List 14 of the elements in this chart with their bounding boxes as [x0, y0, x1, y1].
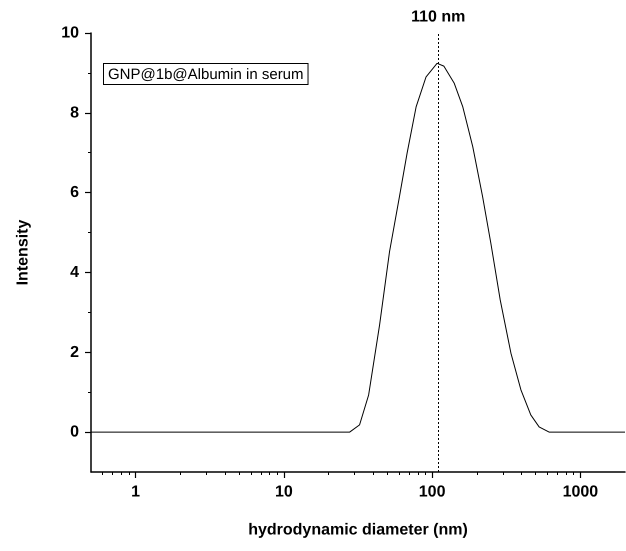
- x-tick-label: 100: [418, 484, 446, 500]
- x-tick-label: 10: [274, 484, 293, 500]
- y-tick-label: 6: [70, 184, 80, 202]
- y-tick-label: 4: [70, 264, 80, 281]
- y-tick-label: 0: [70, 424, 80, 441]
- y-tick-label: 2: [70, 344, 80, 361]
- y-axis-title: Intensity: [14, 220, 32, 286]
- y-tick-label: 8: [70, 104, 80, 122]
- annotation: GNP@1b@Albumin in serum: [108, 66, 304, 83]
- x-axis-title: hydrodynamic diameter (nm): [248, 522, 468, 538]
- y-tick-label: 10: [61, 24, 80, 42]
- x-tick-label: 1000: [562, 484, 598, 500]
- x-tick-label: 1: [131, 484, 140, 500]
- ref-line-label: 110 nm: [411, 8, 466, 26]
